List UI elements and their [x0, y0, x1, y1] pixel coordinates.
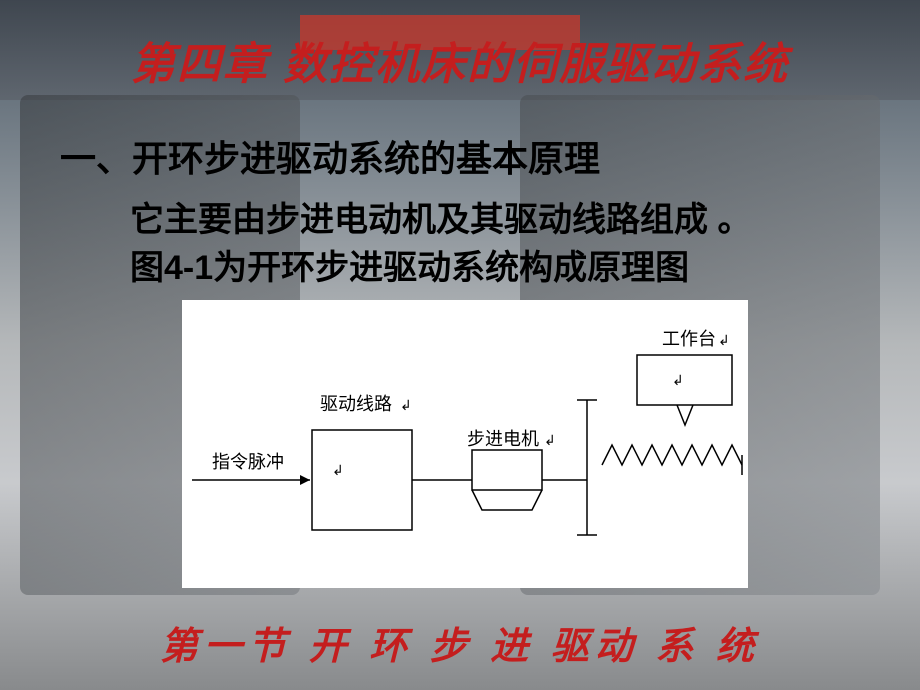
input-label: 指令脉冲	[212, 452, 284, 472]
worktable-label: 工作台	[662, 329, 716, 349]
section-heading: 一、开环步进驱动系统的基本原理	[60, 130, 600, 182]
worktable-marker: ↲	[672, 374, 684, 389]
diagram-svg: 指令脉冲 ↲ 驱动线路 ↲ 步进电机 ↲	[182, 300, 748, 588]
drive-marker: ↲	[400, 399, 412, 414]
body-text-line-1: 它主要由步进电动机及其驱动线路组成 。	[130, 192, 751, 241]
motor-base	[472, 490, 542, 510]
chapter-title: 第四章 数控机床的伺服驱动系统	[0, 28, 920, 92]
body-text-line-2: 图4-1为开环步进驱动系统构成原理图	[130, 240, 689, 289]
drive-circuit-label: 驱动线路	[320, 394, 392, 414]
drive-circuit-box	[312, 430, 412, 530]
stepper-motor-box	[472, 450, 542, 490]
drive-box-marker: ↲	[332, 464, 344, 479]
worktable-connector	[677, 405, 693, 425]
worktable-box	[637, 355, 732, 405]
motor-marker: ↲	[544, 434, 556, 449]
slide-content: 第四章 数控机床的伺服驱动系统 一、开环步进驱动系统的基本原理 它主要由步进电动…	[0, 0, 920, 690]
section-footer: 第一节 开 环 步 进 驱动 系 统	[0, 615, 920, 670]
lead-screw	[602, 445, 742, 465]
block-diagram: 指令脉冲 ↲ 驱动线路 ↲ 步进电机 ↲	[182, 300, 748, 588]
stepper-motor-label: 步进电机	[467, 429, 539, 449]
worktable-marker-2: ↲	[718, 334, 730, 349]
arrow-head-icon	[300, 475, 310, 485]
